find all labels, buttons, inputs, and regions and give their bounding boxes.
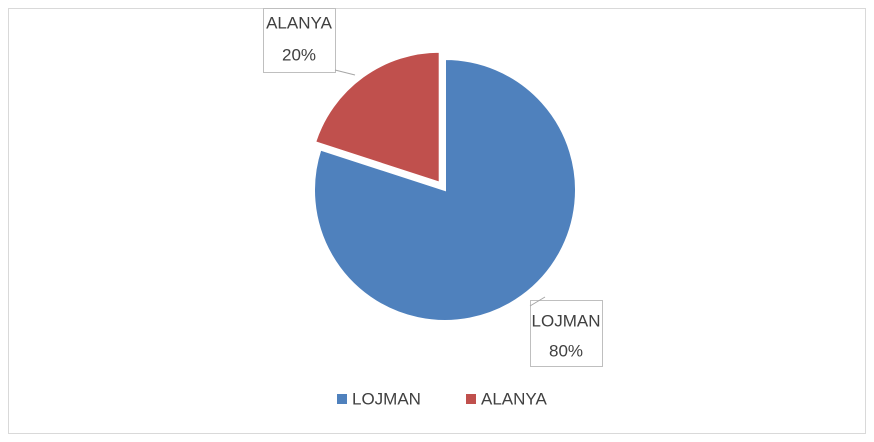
legend-swatch: [466, 394, 476, 404]
pie-slice: [313, 50, 441, 185]
pie-slice: [313, 57, 577, 322]
leader-line: [334, 69, 356, 76]
legend-label: LOJMAN: [352, 389, 421, 408]
data-label-category: LOJMAN: [532, 311, 601, 330]
legend-label: ALANYA: [481, 389, 547, 408]
legend-swatch: [337, 394, 347, 404]
data-label-value: 80%: [549, 341, 583, 360]
data-label-box: [530, 300, 603, 367]
data-label-value: 20%: [282, 45, 316, 64]
data-label-category: ALANYA: [266, 13, 332, 32]
data-label-box: [263, 8, 336, 73]
leader-line: [529, 296, 546, 307]
